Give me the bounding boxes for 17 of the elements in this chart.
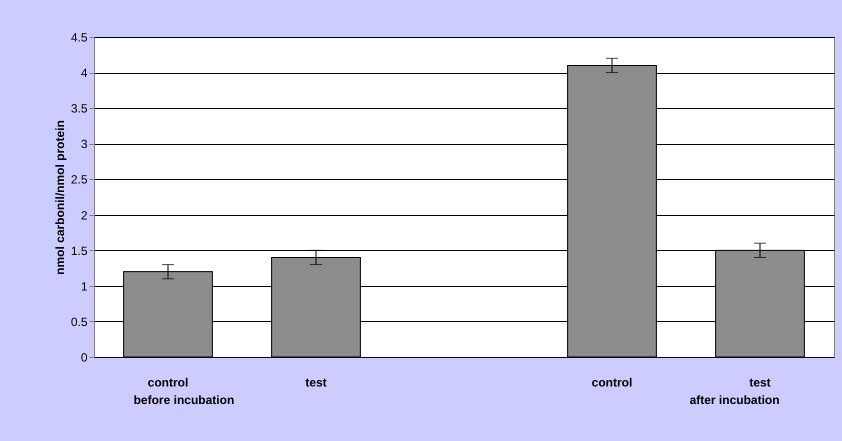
- y-tick-label: 1.5: [70, 244, 88, 258]
- y-tick-label: 4.5: [70, 30, 88, 44]
- y-tick-label: 3.5: [70, 102, 88, 116]
- x-tick-label: control: [592, 376, 632, 390]
- y-tick-label: 0.5: [70, 314, 88, 329]
- text: after incubation: [690, 393, 780, 407]
- y-tick-label: 2.5: [70, 172, 88, 187]
- y-tick-label: 0: [80, 350, 88, 364]
- x-tick-label: test: [749, 376, 771, 390]
- text: before incubation: [134, 393, 234, 407]
- y-tick-label: 2: [80, 208, 88, 222]
- y-tick-label: 1: [80, 279, 88, 294]
- y-axis-title: nmol carbonil/nmol protein: [52, 120, 67, 275]
- x-tick-label: control: [148, 376, 188, 390]
- x-tick-label: test: [305, 376, 327, 390]
- y-tick-label: 4: [80, 66, 88, 80]
- y-tick-label: 3: [80, 137, 88, 152]
